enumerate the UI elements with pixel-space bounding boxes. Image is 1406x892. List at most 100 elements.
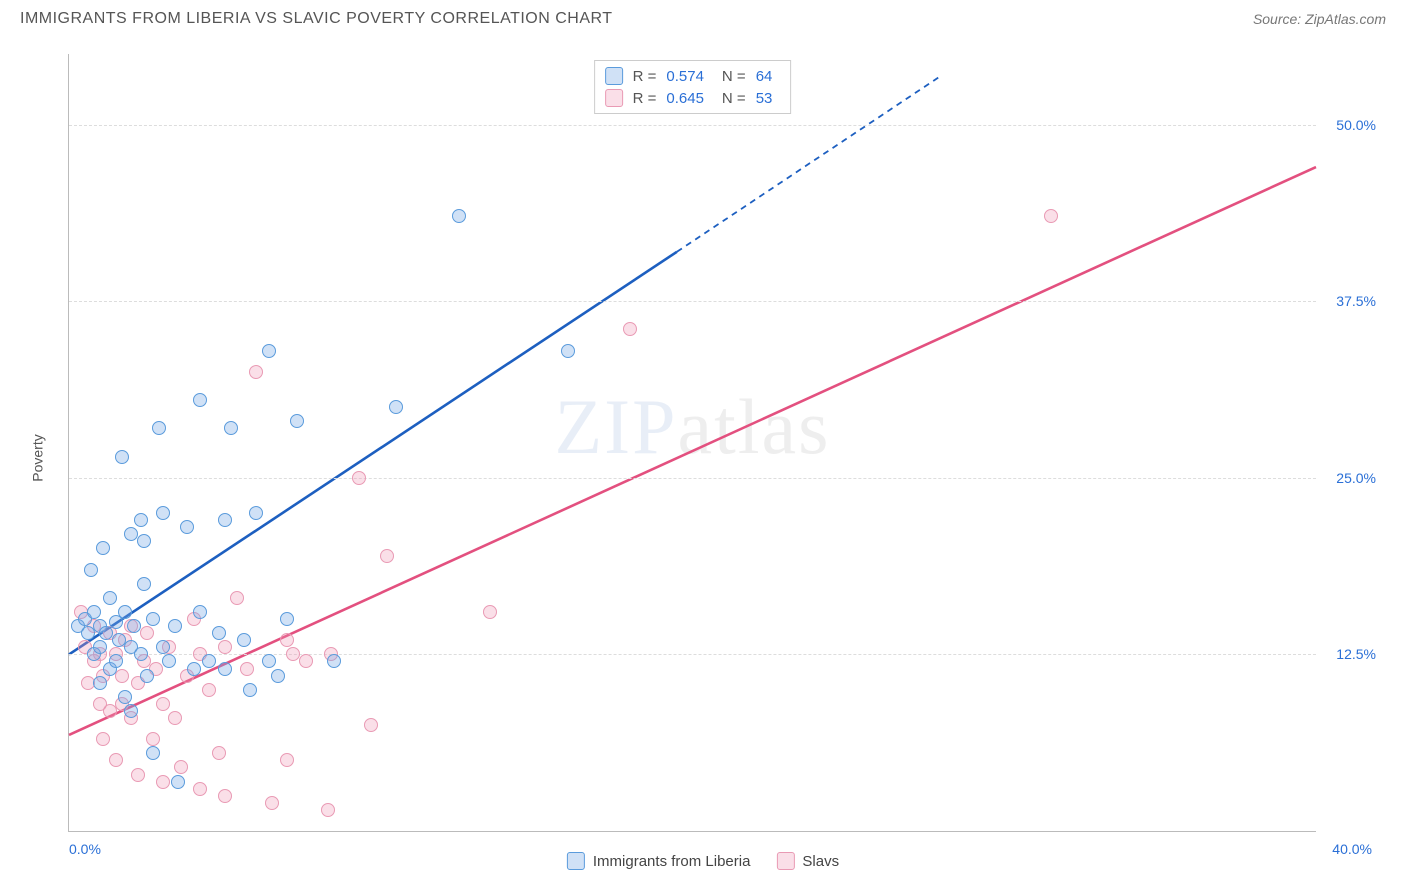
point-slavs bbox=[109, 753, 123, 767]
point-slavs bbox=[483, 605, 497, 619]
legend-label: Immigrants from Liberia bbox=[593, 853, 751, 870]
point-liberia bbox=[218, 513, 232, 527]
plot-area: ZIPatlas R =0.574N =64R =0.645N =53 0.0%… bbox=[68, 54, 1316, 832]
source-attribution: Source: ZipAtlas.com bbox=[1253, 11, 1386, 27]
point-slavs bbox=[352, 471, 366, 485]
point-liberia bbox=[96, 541, 110, 555]
point-liberia bbox=[156, 506, 170, 520]
point-liberia bbox=[290, 414, 304, 428]
y-tick-label: 50.0% bbox=[1336, 117, 1376, 133]
point-liberia bbox=[262, 344, 276, 358]
point-liberia bbox=[103, 591, 117, 605]
point-liberia bbox=[180, 520, 194, 534]
point-liberia bbox=[280, 612, 294, 626]
point-liberia bbox=[327, 654, 341, 668]
point-liberia bbox=[93, 676, 107, 690]
point-liberia bbox=[162, 654, 176, 668]
point-liberia bbox=[137, 534, 151, 548]
point-liberia bbox=[193, 393, 207, 407]
watermark: ZIPatlas bbox=[555, 382, 831, 472]
legend-item: Immigrants from Liberia bbox=[567, 852, 751, 870]
point-slavs bbox=[212, 746, 226, 760]
point-liberia bbox=[84, 563, 98, 577]
gridline bbox=[69, 301, 1316, 302]
point-slavs bbox=[280, 753, 294, 767]
point-liberia bbox=[118, 605, 132, 619]
point-slavs bbox=[96, 732, 110, 746]
x-tick-min: 0.0% bbox=[69, 841, 101, 857]
x-tick-max: 40.0% bbox=[1332, 841, 1372, 857]
point-liberia bbox=[156, 640, 170, 654]
y-tick-label: 25.0% bbox=[1336, 470, 1376, 486]
point-liberia bbox=[389, 400, 403, 414]
point-slavs bbox=[218, 640, 232, 654]
point-slavs bbox=[1044, 209, 1058, 223]
point-slavs bbox=[380, 549, 394, 563]
point-liberia bbox=[134, 513, 148, 527]
legend-swatch bbox=[605, 67, 623, 85]
point-liberia bbox=[243, 683, 257, 697]
point-slavs bbox=[240, 662, 254, 676]
chart-container: Poverty ZIPatlas R =0.574N =64R =0.645N … bbox=[20, 44, 1386, 872]
point-liberia bbox=[202, 654, 216, 668]
point-liberia bbox=[152, 421, 166, 435]
point-liberia bbox=[193, 605, 207, 619]
point-liberia bbox=[171, 775, 185, 789]
point-slavs bbox=[115, 669, 129, 683]
point-liberia bbox=[212, 626, 226, 640]
point-liberia bbox=[134, 647, 148, 661]
legend-stat-row: R =0.574N =64 bbox=[605, 65, 781, 87]
point-slavs bbox=[193, 782, 207, 796]
point-slavs bbox=[174, 760, 188, 774]
legend-swatch bbox=[567, 852, 585, 870]
point-slavs bbox=[156, 697, 170, 711]
point-liberia bbox=[452, 209, 466, 223]
point-slavs bbox=[146, 732, 160, 746]
point-slavs bbox=[156, 775, 170, 789]
point-slavs bbox=[202, 683, 216, 697]
point-liberia bbox=[271, 669, 285, 683]
point-slavs bbox=[230, 591, 244, 605]
point-liberia bbox=[140, 669, 154, 683]
gridline bbox=[69, 478, 1316, 479]
point-liberia bbox=[146, 612, 160, 626]
chart-title: IMMIGRANTS FROM LIBERIA VS SLAVIC POVERT… bbox=[20, 10, 613, 28]
point-liberia bbox=[237, 633, 251, 647]
point-liberia bbox=[87, 605, 101, 619]
point-slavs bbox=[168, 711, 182, 725]
point-slavs bbox=[364, 718, 378, 732]
point-liberia bbox=[115, 450, 129, 464]
gridline bbox=[69, 125, 1316, 126]
point-liberia bbox=[561, 344, 575, 358]
point-slavs bbox=[623, 322, 637, 336]
point-slavs bbox=[321, 803, 335, 817]
point-liberia bbox=[218, 662, 232, 676]
y-axis-label: Poverty bbox=[30, 434, 46, 481]
point-liberia bbox=[224, 421, 238, 435]
point-liberia bbox=[118, 690, 132, 704]
point-liberia bbox=[93, 640, 107, 654]
legend-swatch bbox=[776, 852, 794, 870]
legend-stat-row: R =0.645N =53 bbox=[605, 87, 781, 109]
point-liberia bbox=[137, 577, 151, 591]
legend-label: Slavs bbox=[802, 853, 839, 870]
point-slavs bbox=[265, 796, 279, 810]
trend-lines bbox=[69, 54, 1316, 831]
legend-item: Slavs bbox=[776, 852, 839, 870]
point-slavs bbox=[249, 365, 263, 379]
point-liberia bbox=[168, 619, 182, 633]
point-liberia bbox=[124, 704, 138, 718]
gridline bbox=[69, 654, 1316, 655]
legend-swatch bbox=[605, 89, 623, 107]
point-slavs bbox=[280, 633, 294, 647]
series-legend: Immigrants from Liberia Slavs bbox=[567, 852, 839, 870]
point-liberia bbox=[187, 662, 201, 676]
point-liberia bbox=[249, 506, 263, 520]
correlation-legend: R =0.574N =64R =0.645N =53 bbox=[594, 60, 792, 114]
y-tick-label: 12.5% bbox=[1336, 646, 1376, 662]
point-slavs bbox=[299, 654, 313, 668]
point-liberia bbox=[146, 746, 160, 760]
point-liberia bbox=[262, 654, 276, 668]
point-slavs bbox=[140, 626, 154, 640]
point-liberia bbox=[127, 619, 141, 633]
